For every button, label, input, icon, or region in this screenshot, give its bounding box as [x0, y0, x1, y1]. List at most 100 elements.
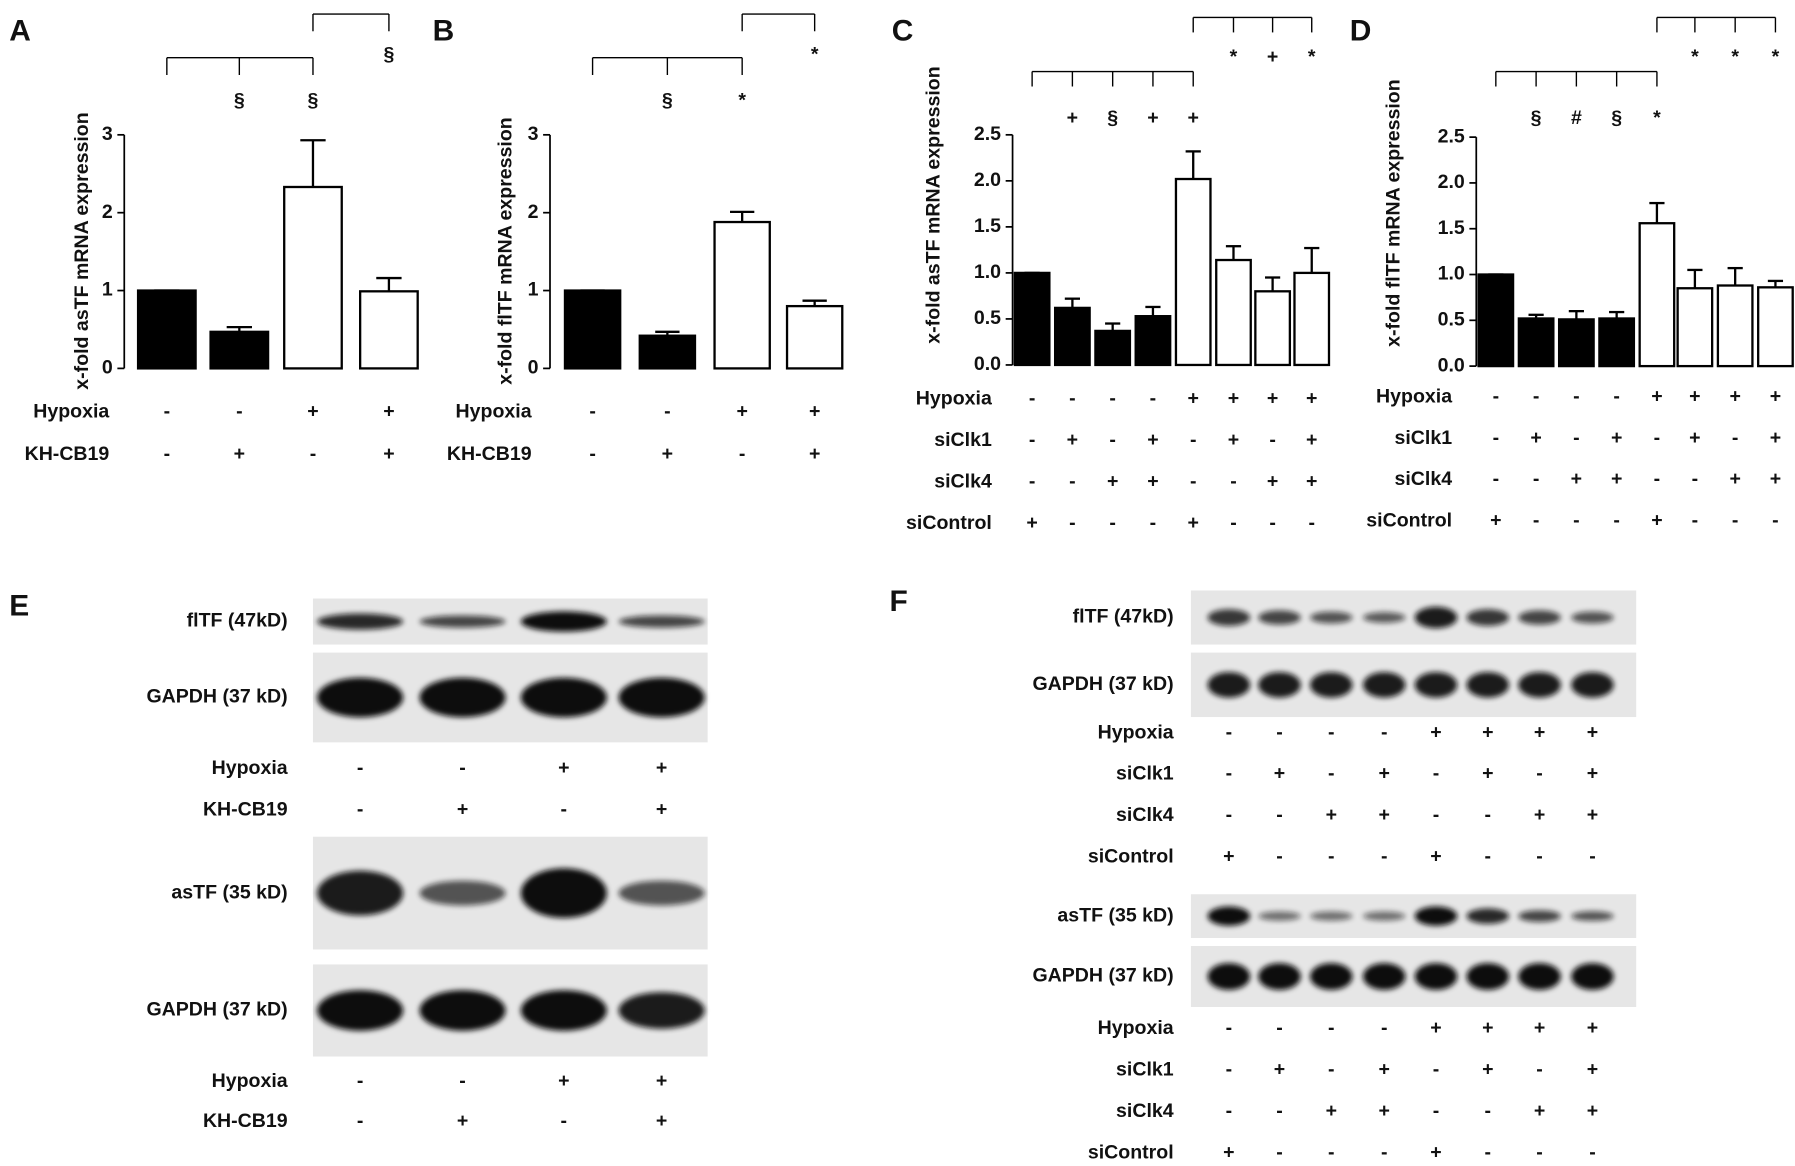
condition-label: siControl [1088, 1141, 1174, 1163]
bar [283, 185, 343, 370]
condition-sign: + [1770, 427, 1781, 449]
condition-sign: + [1611, 468, 1622, 490]
condition-sign: - [1226, 721, 1233, 743]
y-axis-label: x-fold asTF mRNA expression [71, 112, 93, 389]
condition-sign: + [1274, 1058, 1285, 1080]
blot-band [1518, 672, 1561, 698]
condition-sign: - [1613, 510, 1620, 532]
condition-sign: + [457, 1110, 468, 1132]
condition-sign: - [1381, 1141, 1388, 1163]
y-axis-label: x-fold flTF mRNA expression [494, 117, 516, 385]
blot-band [1207, 609, 1251, 626]
blot-band [618, 677, 705, 718]
condition-sign: + [307, 400, 318, 422]
condition-sign: - [1226, 1100, 1233, 1122]
condition-sign: - [1485, 804, 1492, 826]
condition-label: KH-CB19 [25, 443, 110, 465]
y-tick-label: 0.5 [974, 307, 1001, 329]
condition-sign: - [1328, 846, 1335, 868]
condition-sign: - [236, 400, 243, 422]
condition-sign: + [1188, 512, 1199, 534]
bar [358, 290, 419, 370]
significance-mark: § [662, 90, 673, 112]
condition-sign: - [1276, 1100, 1283, 1122]
bar [713, 220, 771, 370]
bar [1676, 287, 1714, 368]
y-tick-label: 1 [528, 279, 539, 301]
condition-sign: + [558, 757, 569, 779]
condition-sign: - [1226, 1058, 1233, 1080]
blot-band [419, 880, 506, 906]
condition-sign: + [1188, 388, 1199, 410]
condition-sign: - [1536, 846, 1543, 868]
blot-band [1207, 672, 1251, 698]
condition-sign: - [739, 443, 746, 465]
bar [1215, 258, 1252, 367]
blot-band [1258, 610, 1301, 625]
y-tick-label: 2.0 [1438, 171, 1465, 193]
blot-band [1414, 906, 1458, 926]
condition-sign: - [357, 1110, 364, 1132]
condition-sign: + [1430, 846, 1441, 868]
condition-sign: - [1190, 470, 1197, 492]
condition-sign: - [1276, 721, 1283, 743]
y-axis-label: x-fold asTF mRNA expression [922, 66, 944, 343]
condition-sign: + [383, 400, 394, 422]
condition-sign: + [1379, 1100, 1390, 1122]
condition-sign: - [1328, 1017, 1335, 1039]
significance-mark: § [308, 90, 319, 112]
blot-band [520, 990, 607, 1031]
significance-mark: + [1067, 107, 1078, 129]
condition-sign: - [664, 400, 671, 422]
blot-band [1518, 910, 1561, 922]
blot-band [317, 870, 404, 916]
condition-sign: + [1651, 385, 1662, 407]
condition-sign: - [1493, 468, 1500, 490]
condition-label: siControl [906, 512, 992, 534]
condition-sign: - [1069, 512, 1076, 534]
condition-sign: + [1223, 1141, 1234, 1163]
condition-sign: - [1654, 468, 1661, 490]
condition-sign: - [1226, 804, 1233, 826]
condition-sign: + [1482, 1017, 1493, 1039]
y-tick-label: 0 [102, 357, 113, 379]
condition-sign: + [1534, 1100, 1545, 1122]
condition-label: siControl [1366, 510, 1452, 532]
condition-sign: - [164, 443, 171, 465]
bar [1716, 284, 1754, 368]
significance-mark: * [738, 90, 746, 112]
condition-sign: - [1308, 512, 1315, 534]
condition-sign: - [1536, 763, 1543, 785]
condition-label: siClk4 [1395, 468, 1453, 490]
condition-label: Hypoxia [1376, 385, 1452, 407]
condition-sign: - [1269, 429, 1276, 451]
condition-sign: - [1613, 385, 1620, 407]
condition-sign: - [1276, 1141, 1283, 1163]
y-axis-label: x-fold flTF mRNA expression [1383, 79, 1405, 347]
condition-sign: - [1276, 846, 1283, 868]
condition-sign: + [1571, 468, 1582, 490]
condition-sign: + [656, 798, 667, 820]
blot-band [1362, 672, 1406, 698]
y-tick-label: 1.0 [1438, 263, 1465, 285]
condition-label: siClk1 [934, 429, 992, 451]
blot-band [618, 615, 705, 628]
panel-letter: C [892, 14, 914, 47]
significance-mark: # [1571, 107, 1582, 129]
blot-band [1414, 963, 1458, 990]
condition-sign: + [1430, 1017, 1441, 1039]
condition-sign: - [164, 400, 171, 422]
blot-band [618, 880, 705, 906]
blot-band [1310, 911, 1353, 921]
condition-sign: + [1534, 1017, 1545, 1039]
blot-band [419, 990, 506, 1031]
condition-sign: - [1109, 429, 1116, 451]
condition-label: siClk4 [1116, 804, 1174, 826]
condition-label: Hypoxia [212, 1070, 288, 1092]
condition-label: Hypoxia [212, 757, 288, 779]
condition-sign: + [1026, 512, 1037, 534]
condition-sign: - [1533, 468, 1540, 490]
condition-sign: + [1147, 429, 1158, 451]
condition-sign: + [1689, 427, 1700, 449]
panel-letter: E [9, 590, 29, 623]
